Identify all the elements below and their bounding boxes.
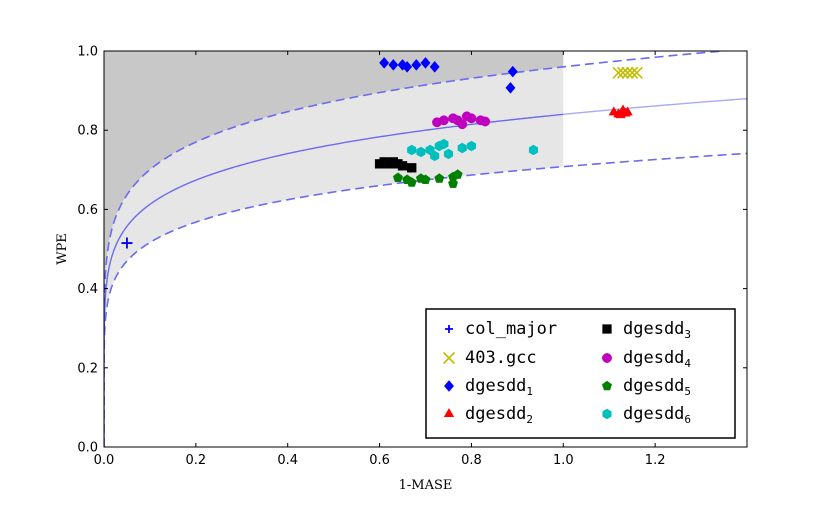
center-curve-extension xyxy=(563,97,747,116)
legend-box xyxy=(425,308,736,439)
point-d5 xyxy=(434,173,445,183)
point-d1 xyxy=(411,58,422,71)
series-d2 xyxy=(608,104,633,119)
series-gcc xyxy=(612,66,643,79)
point-d1 xyxy=(429,60,440,73)
point-d5 xyxy=(406,177,417,187)
upper-dashed-curve xyxy=(104,51,732,447)
point-d1 xyxy=(388,58,399,71)
point-d1 xyxy=(505,81,516,94)
shaded-regions xyxy=(104,51,564,447)
x-tick-label: 1.0 xyxy=(553,453,574,468)
fit-curves xyxy=(104,51,747,447)
y-axis-title: WPE xyxy=(55,233,70,265)
x-tick-label: 0.4 xyxy=(277,453,298,468)
legend-marker-col_major xyxy=(445,325,453,333)
point-d6 xyxy=(439,138,449,150)
point-d6 xyxy=(430,150,440,162)
series-d3 xyxy=(374,157,417,173)
y-tick-label: 0.8 xyxy=(77,124,98,139)
point-gcc xyxy=(626,66,639,79)
point-d5 xyxy=(448,178,459,188)
point-gcc xyxy=(630,66,643,79)
x-tick-label: 0.6 xyxy=(369,453,390,468)
point-d1 xyxy=(402,60,413,73)
series-d4 xyxy=(432,111,491,130)
legend-label-d1: dgesdd1 xyxy=(465,376,533,398)
legend-marker-d6 xyxy=(602,408,612,420)
legend-marker-d5 xyxy=(601,380,613,391)
x-tick-label: 1.2 xyxy=(645,453,666,468)
legend-marker-d2 xyxy=(443,407,455,417)
point-d4 xyxy=(480,116,491,127)
legend-marker-d4 xyxy=(602,353,612,363)
point-d1 xyxy=(379,56,390,69)
x-tick-label: 0.2 xyxy=(186,453,207,468)
legend: col_major 403.gcc dgesdd1 dgesdd2 dgesdd3 dge… xyxy=(425,308,736,439)
data-points xyxy=(121,56,643,249)
y-tick-label: 0.4 xyxy=(77,282,98,297)
y-tick-label: 0.6 xyxy=(77,203,98,218)
lower-dashed-curve xyxy=(104,152,747,447)
legend-label-d4: dgesdd4 xyxy=(623,348,691,370)
point-gcc xyxy=(612,66,625,79)
point-d6 xyxy=(528,144,538,156)
y-tick-label: 0.2 xyxy=(77,361,98,376)
plot-frame xyxy=(103,50,748,448)
legend-label-d3: dgesdd3 xyxy=(623,319,691,341)
point-d1 xyxy=(507,65,518,78)
point-d6 xyxy=(416,146,426,158)
dark-gray-region xyxy=(104,51,564,447)
legend-label-d2: dgesdd2 xyxy=(465,404,533,426)
point-d6 xyxy=(466,140,476,152)
center-curve xyxy=(104,113,564,447)
point-d5 xyxy=(420,174,431,184)
series-d6 xyxy=(407,138,538,162)
point-d1 xyxy=(420,56,431,69)
series-col_major xyxy=(121,237,133,249)
point-d6 xyxy=(407,144,417,156)
point-d3 xyxy=(397,161,408,171)
point-d6 xyxy=(443,148,453,160)
y-tick-label: 0.0 xyxy=(77,441,98,456)
y-tick-label: 1.0 xyxy=(77,45,98,60)
point-gcc xyxy=(616,66,630,79)
x-axis-ticks: 0.0 0.2 0.4 0.6 0.8 1.0 1.2 xyxy=(94,51,666,468)
x-axis-title: 1-MASE xyxy=(399,478,453,493)
legend-marker-gcc xyxy=(442,351,456,365)
point-d2 xyxy=(620,107,631,117)
series-d5 xyxy=(392,169,463,188)
x-tick-label: 0.0 xyxy=(94,453,115,468)
legend-label-d6: dgesdd6 xyxy=(623,404,691,426)
legend-label-gcc: 403.gcc xyxy=(465,348,537,368)
point-d4 xyxy=(457,119,468,130)
point-d6 xyxy=(457,142,467,154)
point-d3 xyxy=(407,163,417,173)
legend-label-col_major: col_major xyxy=(465,319,557,339)
point-d5 xyxy=(452,169,463,179)
light-gray-band xyxy=(104,66,564,447)
point-d5 xyxy=(392,172,403,182)
y-axis-ticks: 0.0 0.2 0.4 0.6 0.8 1.0 xyxy=(77,45,747,456)
legend-marker-d1 xyxy=(443,380,455,392)
legend-label-d5: dgesdd5 xyxy=(623,376,691,398)
legend-marker-d3 xyxy=(602,324,612,334)
series-d1 xyxy=(379,56,518,94)
point-d4 xyxy=(466,113,477,124)
point-gcc xyxy=(621,66,634,79)
point-d4 xyxy=(438,115,449,126)
x-tick-label: 0.8 xyxy=(461,453,482,468)
point-col_major xyxy=(121,237,133,249)
